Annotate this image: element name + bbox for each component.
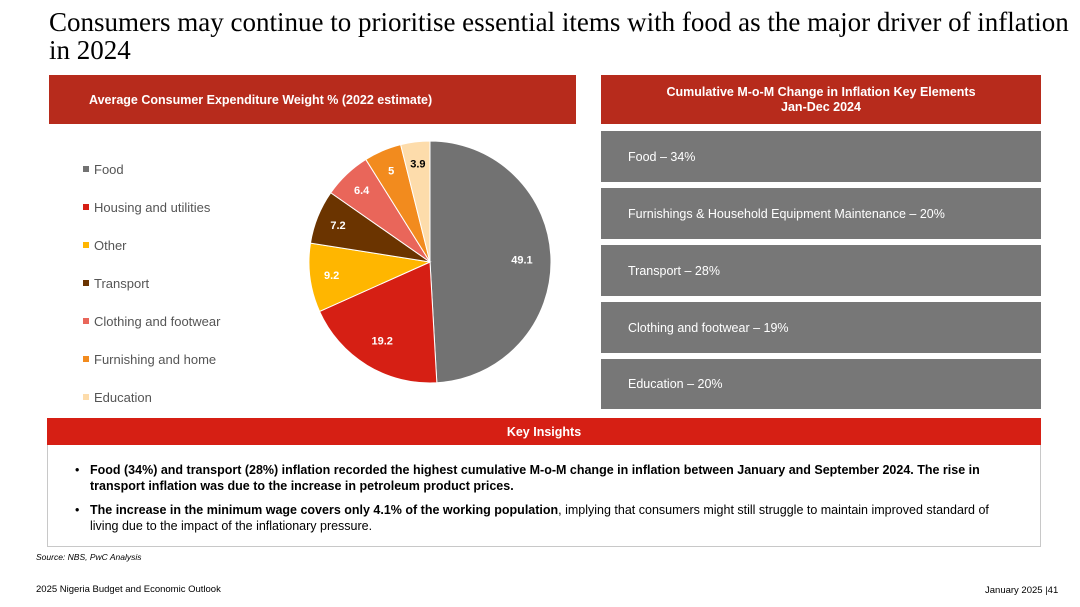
- legend-swatch: [83, 166, 89, 172]
- legend-item-furnishing: Furnishing and home: [83, 340, 220, 378]
- footer-date-page: January 2025 |41: [985, 585, 1059, 596]
- legend-item-clothing: Clothing and footwear: [83, 302, 220, 340]
- inflation-item-label: Education – 20%: [628, 377, 723, 391]
- insight-normal-text: , implying that consumers might still st…: [90, 503, 989, 533]
- legend-label: Other: [94, 237, 127, 253]
- expenditure-chart-header: Average Consumer Expenditure Weight % (2…: [49, 75, 576, 124]
- insight-bullet-1: • Food (34%) and transport (28%) inflati…: [75, 462, 1015, 494]
- legend-swatch: [83, 242, 89, 248]
- page-title: Consumers may continue to prioritise ess…: [49, 7, 1069, 65]
- legend-label: Food: [94, 161, 124, 177]
- pie-slice-housing: [318, 261, 438, 384]
- insight-text: Food (34%) and transport (28%) inflation…: [90, 462, 1015, 494]
- inflation-elements-header: Cumulative M-o-M Change in Inflation Key…: [601, 75, 1041, 124]
- inflation-item-label: Furnishings & Household Equipment Mainte…: [628, 206, 945, 221]
- pie-slice-education: [400, 140, 431, 263]
- header-line-2: Jan-Dec 2024: [781, 99, 861, 114]
- legend-item-housing: Housing and utilities: [83, 188, 220, 226]
- legend-label: Transport: [94, 275, 150, 291]
- legend-label: Education: [94, 389, 152, 405]
- key-insights-box: • Food (34%) and transport (28%) inflati…: [47, 445, 1041, 547]
- legend-swatch: [83, 318, 89, 324]
- insight-text: The increase in the minimum wage covers …: [90, 502, 1015, 534]
- inflation-item-transport: Transport – 28%: [601, 245, 1041, 296]
- pie-label-furnishing: 5: [388, 166, 394, 178]
- legend-item-other: Other: [83, 226, 220, 264]
- pie-slice-food: [429, 140, 552, 384]
- pie-label-transport: 7.2: [330, 220, 345, 232]
- legend-item-education: Education: [83, 378, 220, 416]
- legend-label: Clothing and footwear: [94, 313, 221, 329]
- pie-label-food: 49.1: [511, 254, 532, 266]
- insight-bold-text: The increase in the minimum wage covers …: [90, 503, 559, 517]
- key-insights-header: Key Insights: [47, 418, 1041, 445]
- legend-swatch: [83, 356, 89, 362]
- bullet-mark: •: [75, 503, 80, 517]
- expenditure-pie-chart: 49.1 19.2 9.2 7.2 6.4 5 3.9: [308, 140, 552, 384]
- pie-label-clothing: 6.4: [354, 185, 370, 197]
- legend-swatch: [83, 394, 89, 400]
- inflation-item-clothing: Clothing and footwear – 19%: [601, 302, 1041, 353]
- header-line-1: Cumulative M-o-M Change in Inflation Key…: [666, 84, 976, 99]
- pie-label-education: 3.9: [410, 159, 425, 171]
- legend-label: Housing and utilities: [94, 199, 211, 215]
- footer-report-title: 2025 Nigeria Budget and Economic Outlook: [36, 584, 221, 595]
- inflation-item-food: Food – 34%: [601, 131, 1041, 182]
- legend-swatch: [83, 280, 89, 286]
- bullet-mark: •: [75, 463, 80, 477]
- insight-bold-text: Food (34%) and transport (28%) inflation…: [90, 463, 980, 493]
- inflation-item-furnishings: Furnishings & Household Equipment Mainte…: [601, 188, 1041, 239]
- inflation-item-label: Clothing and footwear – 19%: [628, 320, 789, 335]
- legend-item-transport: Transport: [83, 264, 220, 302]
- legend-swatch: [83, 204, 89, 210]
- inflation-item-label: Transport – 28%: [628, 263, 720, 278]
- insight-bullet-2: • The increase in the minimum wage cover…: [75, 502, 1015, 534]
- inflation-item-label: Food – 34%: [628, 149, 696, 164]
- pie-legend: Food Housing and utilities Other Transpo…: [83, 150, 220, 416]
- source-note: Source: NBS, PwC Analysis: [36, 552, 142, 562]
- legend-label: Furnishing and home: [94, 351, 217, 367]
- pie-label-housing: 19.2: [371, 336, 392, 348]
- pie-label-other: 9.2: [324, 270, 339, 282]
- legend-item-food: Food: [83, 150, 220, 188]
- inflation-item-education: Education – 20%: [601, 359, 1041, 409]
